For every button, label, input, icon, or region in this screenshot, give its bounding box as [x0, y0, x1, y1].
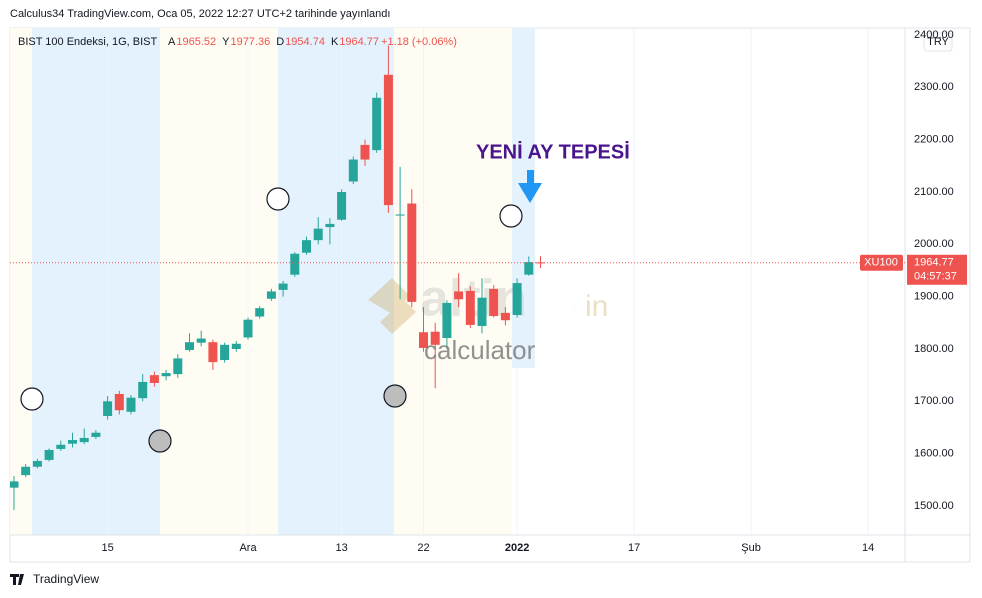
candle-body: [524, 262, 534, 275]
candle-body: [208, 342, 218, 363]
candle-body: [149, 375, 159, 384]
ohlc-letter: Y: [222, 36, 230, 48]
candle-body: [91, 432, 101, 437]
watermark-text: calculator: [424, 335, 536, 365]
candle-body: [255, 308, 265, 317]
ohlc-value: 1977.36: [230, 36, 270, 48]
candle-body: [302, 240, 311, 253]
candle-body: [185, 342, 194, 351]
last-price: 1964.77: [914, 257, 954, 269]
y-tick-label: 1900.00: [914, 291, 954, 303]
logo: [10, 574, 24, 585]
ohlc-letter: D: [276, 36, 284, 48]
currency: TRY: [927, 36, 949, 48]
x-tick-label: 2022: [505, 542, 529, 554]
candle-body: [536, 262, 545, 264]
y-tick-label: 1500.00: [914, 500, 954, 512]
candle-body: [430, 331, 440, 345]
candle-body: [383, 74, 393, 206]
session-bands: [10, 28, 535, 535]
candle-body: [243, 319, 253, 338]
symbol-line: BIST 100 Endeksi, 1G, BIST: [18, 36, 157, 48]
candle-body: [465, 290, 475, 325]
candle-body: [266, 291, 276, 299]
candle-body: [44, 449, 54, 460]
x-tick-label: 15: [101, 542, 113, 554]
published-note: Calculus34 TradingView.com, Oca 05, 2022…: [10, 8, 390, 20]
candle-body: [477, 297, 487, 326]
y-tick-label: 2000.00: [914, 238, 954, 250]
x-tick-label: 22: [417, 542, 429, 554]
x-tick-label: Şub: [741, 542, 761, 554]
y-tick-label: 1600.00: [914, 448, 954, 460]
candle-body: [512, 283, 522, 315]
candle-body: [79, 437, 89, 443]
ohlc-value: 1954.74: [285, 36, 325, 48]
change: +1.18 (+0.06%): [381, 36, 457, 48]
y-tick-label: 1700.00: [914, 395, 954, 407]
candle-body: [103, 401, 113, 416]
candle-body: [278, 283, 288, 290]
candle-body: [313, 228, 323, 241]
candle-body: [138, 381, 148, 399]
candle-body: [500, 312, 510, 321]
candle-body: [196, 338, 206, 343]
candle-body: [68, 440, 77, 444]
candle-body: [407, 203, 417, 302]
ohlc-value: 1965.52: [176, 36, 216, 48]
candle-body: [454, 291, 464, 300]
candle-body: [325, 223, 335, 228]
candle-body: [360, 144, 370, 160]
candle-body: [290, 253, 300, 275]
x-tick-label: 13: [335, 542, 347, 554]
ohlc-letter: K: [331, 36, 339, 48]
candle-body: [21, 466, 31, 476]
candle-body: [32, 460, 42, 467]
candle-body: [395, 214, 405, 216]
candle-body: [10, 481, 19, 488]
symbol-label: XU100: [864, 257, 898, 269]
watermark-text: in: [585, 290, 608, 323]
x-tick-label: 17: [628, 542, 640, 554]
candle-body: [442, 302, 452, 339]
candle-body: [348, 159, 358, 182]
candle-body: [231, 343, 241, 349]
candle-body: [161, 373, 171, 377]
candle-body: [56, 444, 66, 449]
svg-text:.: .: [573, 302, 576, 313]
y-tick-label: 2200.00: [914, 134, 954, 146]
annotation-circles: [20, 187, 523, 453]
candle-body: [419, 332, 428, 348]
candle-body: [337, 192, 347, 220]
ohlc-letter: A: [168, 36, 176, 48]
currency-box: [923, 32, 953, 52]
candle-body: [372, 97, 382, 151]
ohlc-value: 1964.77: [339, 36, 379, 48]
y-tick-label: 1800.00: [914, 343, 954, 355]
symbol-box: [860, 254, 903, 271]
x-tick-label: Ara: [239, 542, 257, 554]
annotation-text: YENİ AY TEPESİ: [476, 140, 630, 163]
candle-body: [114, 393, 124, 411]
y-tick-label: 2400.00: [914, 29, 954, 41]
brand: TradingView: [33, 572, 99, 586]
candle-body: [173, 358, 183, 375]
candle-body: [220, 344, 230, 360]
x-tick-label: 14: [862, 542, 874, 554]
countdown: 04:57:37: [914, 271, 957, 283]
candle-body: [126, 397, 136, 412]
price-box: [907, 254, 967, 285]
annotation-arrow: [518, 170, 542, 203]
y-tick-label: 2100.00: [914, 186, 954, 198]
y-tick-label: 2300.00: [914, 81, 954, 93]
candle-body: [489, 288, 499, 317]
